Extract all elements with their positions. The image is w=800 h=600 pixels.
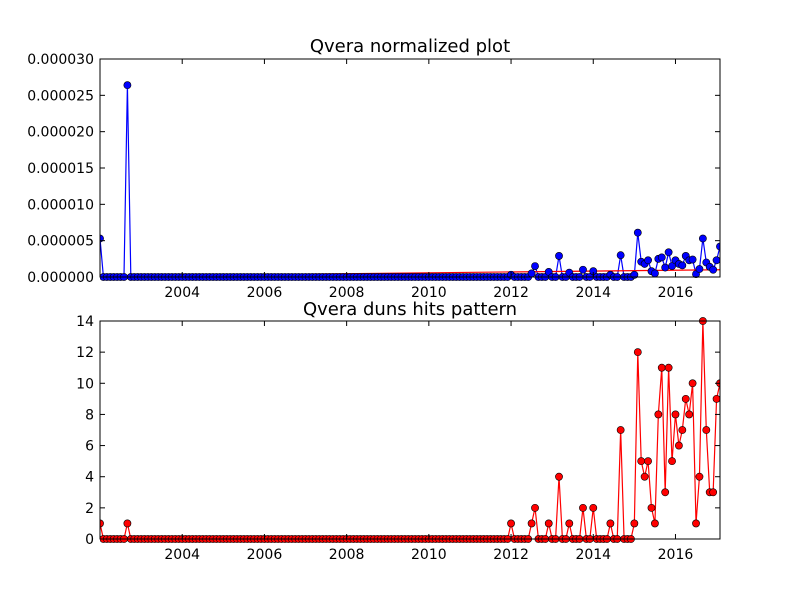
top-data-point	[651, 269, 659, 278]
top-x-tick-label: 2010	[411, 285, 447, 301]
bottom-y-tick-label: 14	[76, 314, 94, 330]
bottom-data-point	[606, 519, 615, 528]
bottom-y-tick-label: 4	[85, 470, 94, 486]
bottom-data-point	[678, 426, 687, 434]
top-chart-axes: 2004 2006 2008 2010 2012 2014 2016 0.000000 0.00…	[27, 52, 720, 301]
top-x-tick-label: 2016	[658, 285, 694, 301]
bottom-data-point	[544, 519, 553, 528]
bottom-data-point	[579, 503, 587, 512]
top-y-tick-label: 0.000020	[27, 125, 94, 141]
bottom-data-point	[589, 503, 598, 512]
bottom-data-point	[692, 519, 700, 528]
top-data-point	[709, 265, 718, 274]
top-data-point	[633, 228, 642, 237]
bottom-chart-frame	[99, 320, 721, 540]
bottom-data-point	[664, 363, 673, 372]
bottom-data-point	[671, 410, 680, 419]
top-y-tick-label: 0.000000	[27, 270, 94, 286]
top-x-tick-label: 2008	[329, 285, 365, 301]
bottom-data-point	[637, 457, 646, 466]
top-data-point	[579, 265, 587, 274]
bottom-y-tick-label: 8	[85, 407, 94, 423]
bottom-x-tick-label: 2006	[247, 547, 283, 563]
top-data-point	[664, 248, 673, 257]
bottom-data-point	[654, 410, 663, 419]
bottom-data-point	[681, 394, 690, 403]
bottom-data-point	[695, 472, 704, 481]
bottom-data-point	[527, 519, 536, 528]
bottom-data-point	[555, 472, 563, 481]
bottom-y-tick-label: 6	[85, 439, 94, 455]
bottom-data-point	[531, 503, 539, 512]
top-chart-title: Qvera normalized plot	[310, 36, 510, 57]
top-data-point	[716, 242, 720, 251]
top-y-tick-label: 0.000005	[27, 234, 94, 250]
bottom-chart-title: Qvera duns hits pattern	[303, 299, 517, 320]
bottom-data-point	[565, 519, 574, 528]
bottom-y-tick-label: 2	[85, 501, 94, 517]
bottom-data-point	[651, 519, 659, 528]
top-data-point	[712, 256, 720, 265]
bottom-x-tick-label: 2004	[164, 547, 200, 563]
top-data-point	[698, 234, 707, 243]
top-data-point	[555, 252, 563, 260]
top-data-point	[688, 255, 697, 264]
bottom-y-tick-label: 0	[85, 532, 94, 548]
top-y-tick-label: 0.000015	[27, 161, 94, 177]
top-data-point	[678, 261, 687, 270]
top-data-point	[644, 256, 652, 265]
top-x-tick-label: 2014	[575, 285, 611, 301]
bottom-data-point	[709, 488, 718, 497]
bottom-data-point	[640, 472, 649, 481]
top-data-point	[616, 251, 625, 260]
top-data-point	[531, 262, 539, 270]
bottom-x-tick-label: 2014	[575, 547, 611, 563]
top-y-tick-label: 0.000025	[27, 88, 94, 104]
top-data-point	[527, 269, 536, 278]
top-x-tick-label: 2012	[493, 285, 529, 301]
top-data-point	[657, 253, 666, 262]
bottom-data-point	[668, 457, 676, 466]
top-y-tick-label: 0.000010	[27, 197, 94, 213]
top-y-tick-label: 0.000030	[27, 52, 94, 68]
bottom-chart-axes: 2004 2006 2008 2010 2012 2014 2016 0 2 4 6 8 10 12 14	[76, 314, 720, 563]
bottom-data-point	[702, 426, 711, 434]
bottom-data-point	[644, 457, 652, 466]
bottom-data-point	[633, 348, 642, 357]
bottom-data-point	[688, 379, 697, 388]
top-data-point	[661, 263, 670, 272]
bottom-data-point	[616, 426, 625, 434]
bottom-data-point	[661, 488, 670, 497]
top-data-point	[668, 262, 676, 270]
bottom-y-tick-label: 10	[76, 376, 94, 392]
bottom-x-tick-label: 2012	[493, 547, 529, 563]
bottom-x-tick-label: 2016	[658, 547, 694, 563]
top-x-tick-label: 2004	[164, 285, 200, 301]
bottom-x-tick-label: 2008	[329, 547, 365, 563]
bottom-data-point	[657, 363, 666, 372]
bottom-chart: Qvera duns hits pattern 2004 2006 2008 2010…	[76, 299, 721, 563]
bottom-data-point	[685, 410, 694, 419]
bottom-data-point	[712, 394, 720, 403]
bottom-data-point	[123, 519, 132, 528]
bottom-data-point	[630, 519, 639, 528]
top-x-tick-label: 2006	[247, 285, 283, 301]
bottom-y-tick-label: 12	[76, 345, 94, 361]
bottom-data-point	[675, 441, 683, 450]
top-data-point	[123, 81, 132, 90]
bottom-data-point	[507, 519, 515, 528]
bottom-data-point	[647, 503, 656, 512]
top-chart: Qvera normalized plot 2004 2006 2008 2010 20…	[27, 36, 721, 301]
top-data-point	[695, 265, 704, 273]
bottom-x-tick-label: 2010	[411, 547, 447, 563]
